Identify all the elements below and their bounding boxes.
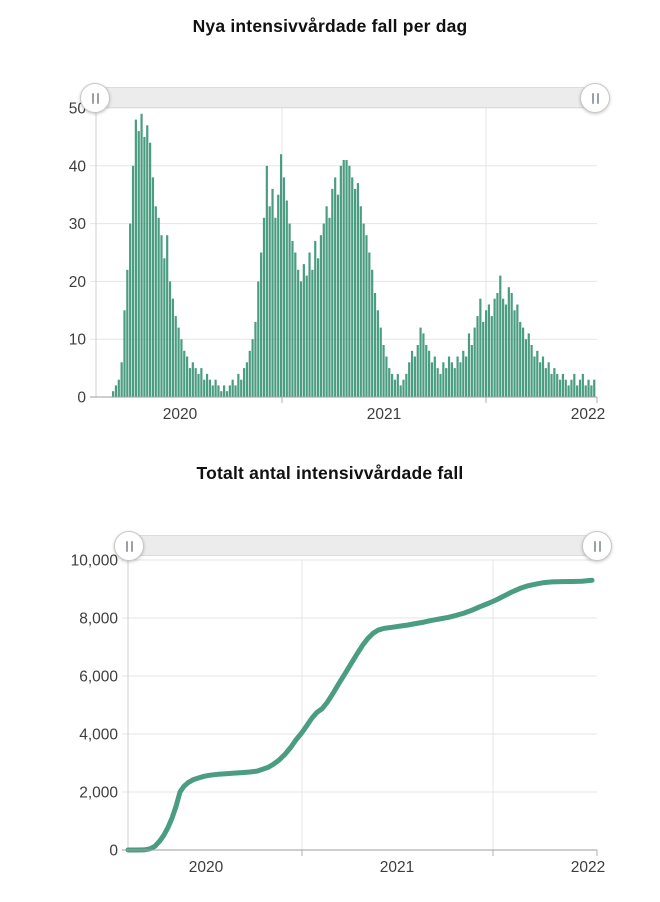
x-axis-label: 2022 (571, 406, 605, 423)
grip-icon (593, 540, 596, 552)
y-axis-label: 10 (69, 332, 87, 349)
total-chart-title: Totalt antal intensivvårdade fall (196, 463, 464, 483)
y-axis-label: 40 (69, 158, 87, 175)
daily-range-slider-left-handle[interactable] (80, 83, 110, 113)
grip-icon (91, 92, 94, 104)
x-axis-label: 2021 (367, 406, 401, 423)
grip-icon (130, 540, 133, 552)
y-axis-label: 20 (69, 274, 87, 291)
y-axis-label: 0 (77, 390, 86, 407)
grip-icon (125, 540, 128, 552)
daily-range-slider-track[interactable] (94, 87, 594, 108)
daily-bars-series[interactable] (112, 113, 596, 398)
grip-icon (591, 92, 594, 104)
daily-range-slider-right-handle[interactable] (580, 83, 610, 113)
y-axis-label: 6,000 (79, 669, 118, 686)
y-axis-label: 30 (69, 216, 87, 233)
grip-icon (598, 540, 601, 552)
daily-chart-title: Nya intensivvårdade fall per dag (192, 16, 468, 36)
grip-icon (596, 92, 599, 104)
x-axis-label: 2020 (189, 859, 224, 876)
cumulative-line[interactable] (125, 577, 595, 853)
x-axis-label: 2020 (163, 406, 198, 423)
total-range-slider-right-handle[interactable] (582, 531, 612, 561)
total-chart-plot[interactable]: 0 2,000 4,000 6,000 8,000 10,000 2020 2021 2022 (71, 553, 606, 877)
y-axis-label: 10,000 (71, 553, 119, 570)
y-axis-label: 2,000 (79, 785, 118, 802)
x-axis-label: 2022 (571, 859, 605, 876)
x-axis-label: 2021 (380, 859, 414, 876)
total-range-slider-track[interactable] (128, 535, 596, 556)
y-axis-label: 8,000 (79, 611, 118, 628)
grip-icon (96, 92, 99, 104)
total-range-slider-left-handle[interactable] (114, 531, 144, 561)
y-axis-label: 0 (109, 843, 118, 860)
y-axis-label: 4,000 (79, 727, 118, 744)
